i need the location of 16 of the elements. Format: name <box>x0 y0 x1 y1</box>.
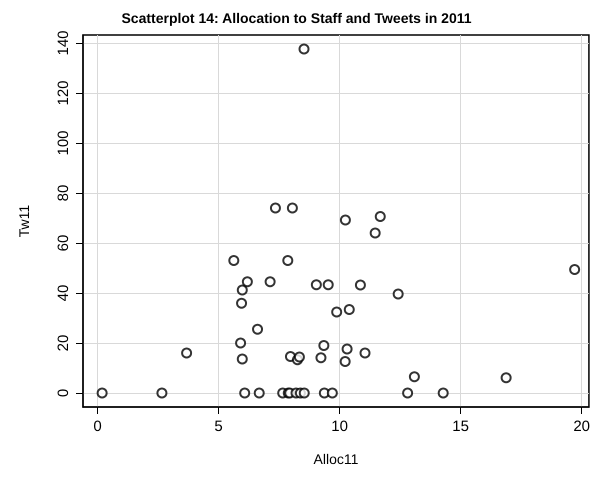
x-tick-label: 15 <box>452 418 469 435</box>
y-tick-label: 20 <box>55 334 72 352</box>
x-tick-label: 10 <box>331 418 348 435</box>
y-tick-label: 80 <box>55 184 72 202</box>
y-tick-label: 120 <box>55 80 72 106</box>
chart-title: Scatterplot 14: Allocation to Staff and Tweets in 2011 <box>121 10 472 26</box>
x-tick-label: 5 <box>214 418 223 435</box>
y-tick-label: 60 <box>55 234 72 252</box>
x-tick-label: 0 <box>93 418 102 435</box>
x-axis-title: Alloc11 <box>314 451 359 467</box>
y-tick-label: 100 <box>55 130 72 156</box>
x-tick-label: 20 <box>573 418 590 435</box>
y-tick-label: 40 <box>55 284 72 302</box>
y-tick-label: 140 <box>55 30 72 56</box>
y-tick-label: 0 <box>55 388 72 398</box>
y-axis-title: Tw11 <box>16 204 32 238</box>
